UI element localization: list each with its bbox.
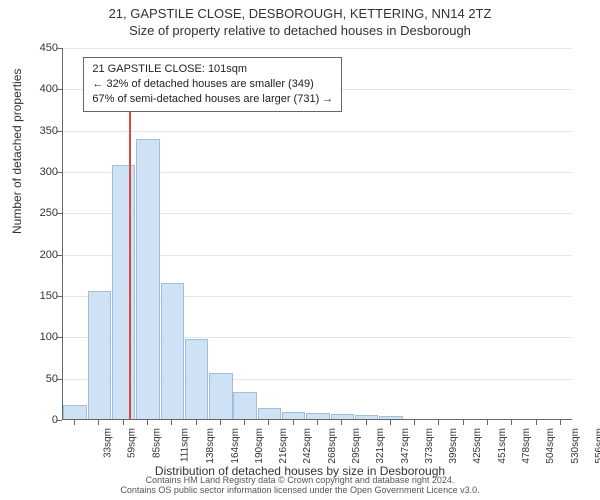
property-info-box: 21 GAPSTILE CLOSE: 101sqm← 32% of detach… [83, 57, 342, 112]
ytick-label: 450 [22, 42, 58, 54]
xtick-label: 242sqm [303, 428, 314, 464]
xtick-mark [463, 420, 464, 425]
histogram-bar [112, 165, 135, 419]
info-box-line: 21 GAPSTILE CLOSE: 101sqm [92, 62, 333, 77]
xtick-mark [123, 420, 124, 425]
property-marker-line [129, 80, 131, 419]
xtick-mark [220, 420, 221, 425]
histogram-bar [209, 373, 232, 419]
histogram-bar [233, 392, 256, 419]
xtick-mark [341, 420, 342, 425]
histogram-bar [161, 283, 184, 419]
xtick-mark [268, 420, 269, 425]
xtick-label: 504sqm [545, 428, 556, 464]
xtick-mark [487, 420, 488, 425]
title-line2: Size of property relative to detached ho… [0, 23, 600, 38]
chart-area: 21 GAPSTILE CLOSE: 101sqm← 32% of detach… [62, 48, 572, 420]
xtick-label: 190sqm [254, 428, 265, 464]
histogram-bar [379, 416, 402, 419]
xtick-label: 295sqm [351, 428, 362, 464]
histogram-bar [63, 405, 86, 419]
plot-region: 21 GAPSTILE CLOSE: 101sqm← 32% of detach… [62, 48, 572, 420]
xtick-mark [98, 420, 99, 425]
xtick-label: 33sqm [103, 428, 114, 458]
ytick-label: 0 [22, 414, 58, 426]
xtick-mark [390, 420, 391, 425]
xtick-mark [293, 420, 294, 425]
xtick-mark [536, 420, 537, 425]
xtick-label: 164sqm [230, 428, 241, 464]
xtick-label: 451sqm [497, 428, 508, 464]
histogram-bar [355, 415, 378, 419]
histogram-bar [136, 139, 159, 419]
chart-container: 21, GAPSTILE CLOSE, DESBOROUGH, KETTERIN… [0, 0, 600, 500]
xtick-label: 425sqm [473, 428, 484, 464]
title-line1: 21, GAPSTILE CLOSE, DESBOROUGH, KETTERIN… [0, 6, 600, 21]
xtick-label: 59sqm [127, 428, 138, 458]
ytick-label: 100 [22, 331, 58, 343]
histogram-bar [282, 412, 305, 419]
xtick-label: 530sqm [570, 428, 581, 464]
xtick-mark [317, 420, 318, 425]
xtick-mark [74, 420, 75, 425]
xtick-label: 321sqm [375, 428, 386, 464]
ytick-label: 300 [22, 166, 58, 178]
ytick-label: 200 [22, 249, 58, 261]
info-box-line: ← 32% of detached houses are smaller (34… [92, 77, 333, 92]
copyright-block: Contains HM Land Registry data © Crown c… [0, 476, 600, 496]
xtick-mark [511, 420, 512, 425]
histogram-bar [88, 291, 111, 419]
xtick-mark [438, 420, 439, 425]
xtick-mark [147, 420, 148, 425]
xtick-label: 216sqm [278, 428, 289, 464]
xtick-mark [560, 420, 561, 425]
info-box-line: 67% of semi-detached houses are larger (… [92, 92, 333, 107]
xtick-label: 347sqm [400, 428, 411, 464]
xtick-label: 111sqm [180, 428, 191, 462]
histogram-bar [331, 414, 354, 419]
histogram-bar [185, 339, 208, 419]
xtick-mark [366, 420, 367, 425]
xtick-label: 85sqm [151, 428, 162, 458]
ytick-label: 150 [22, 290, 58, 302]
xtick-label: 138sqm [205, 428, 216, 464]
xtick-label: 556sqm [594, 428, 600, 464]
xtick-label: 373sqm [424, 428, 435, 464]
ytick-label: 250 [22, 207, 58, 219]
xtick-mark [244, 420, 245, 425]
ytick-label: 350 [22, 125, 58, 137]
xtick-label: 478sqm [521, 428, 532, 464]
ytick-label: 400 [22, 83, 58, 95]
title-block: 21, GAPSTILE CLOSE, DESBOROUGH, KETTERIN… [0, 0, 600, 38]
xtick-mark [414, 420, 415, 425]
histogram-bar [306, 413, 329, 419]
xtick-label: 268sqm [327, 428, 338, 464]
xtick-label: 399sqm [448, 428, 459, 464]
ytick-label: 50 [22, 373, 58, 385]
xtick-mark [196, 420, 197, 425]
copyright-line2: Contains OS public sector information li… [0, 486, 600, 496]
histogram-bar [258, 408, 281, 419]
xtick-mark [171, 420, 172, 425]
